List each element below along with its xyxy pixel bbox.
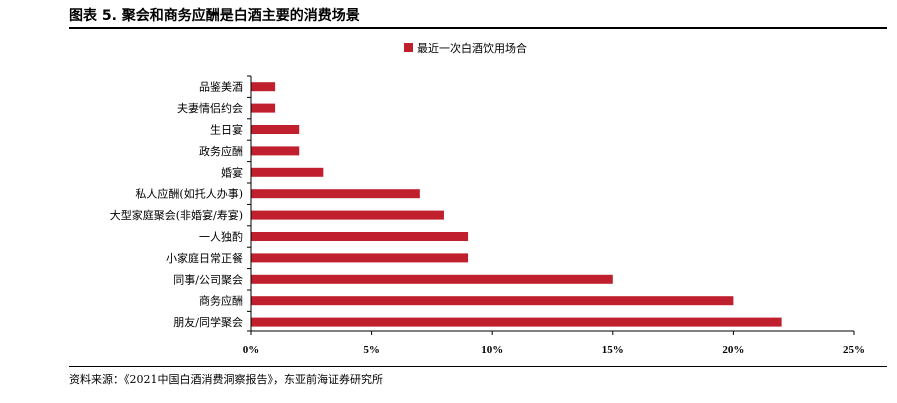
category-label: 大型家庭聚会(非婚宴/寿宴)	[110, 208, 243, 222]
bar	[251, 82, 276, 92]
bar	[251, 167, 324, 177]
category-label: 商务应酬	[199, 294, 243, 308]
legend-label: 最近一次白酒饮用场合	[417, 41, 527, 55]
category-label: 婚宴	[221, 165, 243, 179]
bar	[251, 232, 469, 241]
source-divider	[69, 366, 887, 367]
category-label: 朋友/同学聚会	[173, 315, 243, 329]
bar	[251, 274, 613, 284]
x-tick-label: 25%	[843, 344, 865, 356]
category-label: 私人应酬(如托人办事)	[135, 187, 243, 201]
x-tick-label: 15%	[602, 344, 624, 356]
category-label: 品鉴美酒	[199, 81, 243, 94]
title-divider	[69, 27, 887, 29]
category-label: 夫妻情侣约会	[177, 101, 243, 115]
source-note: 资料来源：《2021中国白酒消费洞察报告》，东亚前海证券研究所	[69, 373, 383, 386]
legend-swatch	[404, 43, 413, 52]
figure-title: 图表 5. 聚会和商务应酬是白酒主要的消费场景	[69, 8, 360, 24]
x-tick-label: 20%	[722, 344, 744, 356]
category-label: 小家庭日常正餐	[166, 251, 243, 265]
bar	[251, 296, 734, 306]
category-label: 一人独酌	[199, 231, 243, 244]
bar	[251, 146, 300, 156]
bar	[251, 210, 444, 220]
category-label: 政务应酬	[199, 144, 243, 158]
x-tick-label: 0%	[243, 344, 260, 356]
category-label: 生日宴	[210, 123, 243, 137]
bar	[251, 317, 782, 327]
category-label: 同事/公司聚会	[173, 273, 243, 286]
x-axis: 0% 5% 10% 15% 20% 25%	[243, 75, 865, 356]
bar	[251, 253, 469, 263]
legend: 最近一次白酒饮用场合	[404, 41, 527, 55]
bar	[251, 125, 300, 134]
bar	[251, 103, 276, 113]
bars-group	[251, 82, 782, 327]
x-tick-label: 5%	[363, 344, 380, 356]
x-tick-label: 10%	[481, 344, 503, 356]
bar	[251, 189, 420, 199]
